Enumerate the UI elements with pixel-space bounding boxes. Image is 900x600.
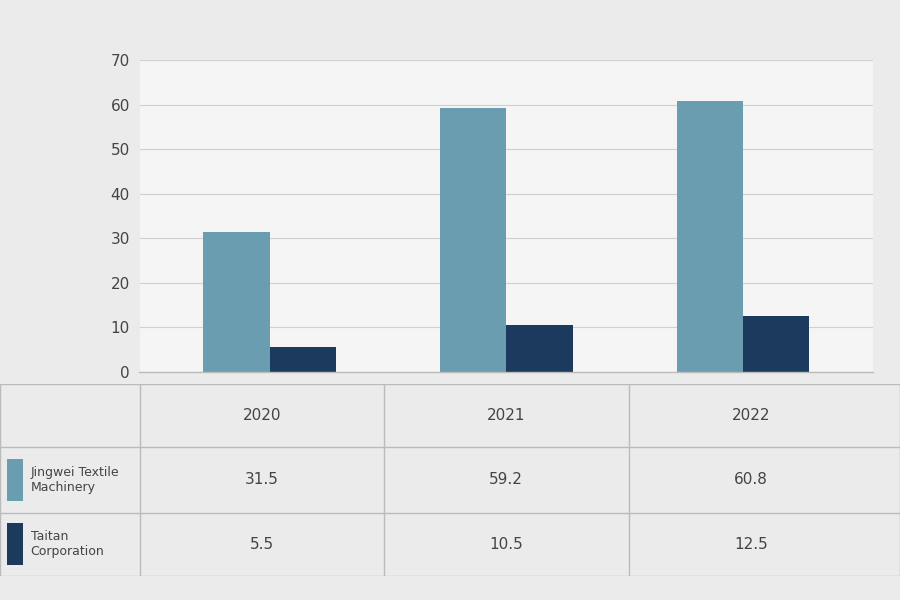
Text: 2021: 2021	[487, 408, 526, 423]
FancyBboxPatch shape	[7, 459, 23, 501]
Text: 59.2: 59.2	[490, 473, 523, 487]
Bar	[440, 108, 506, 372]
Text: 31.5: 31.5	[245, 473, 279, 487]
Text: 2022: 2022	[732, 408, 770, 423]
Bar	[742, 316, 809, 372]
Text: 60.8: 60.8	[734, 473, 768, 487]
Text: Taitan
Corporation: Taitan Corporation	[31, 530, 104, 559]
Bar	[677, 101, 742, 372]
Text: 10.5: 10.5	[490, 537, 523, 552]
FancyBboxPatch shape	[7, 523, 23, 565]
Bar	[506, 325, 572, 372]
Text: 12.5: 12.5	[734, 537, 768, 552]
Bar	[270, 347, 336, 372]
Text: 5.5: 5.5	[249, 537, 274, 552]
Bar	[203, 232, 270, 372]
Text: 2020: 2020	[242, 408, 281, 423]
Text: Jingwei Textile
Machinery: Jingwei Textile Machinery	[31, 466, 119, 494]
